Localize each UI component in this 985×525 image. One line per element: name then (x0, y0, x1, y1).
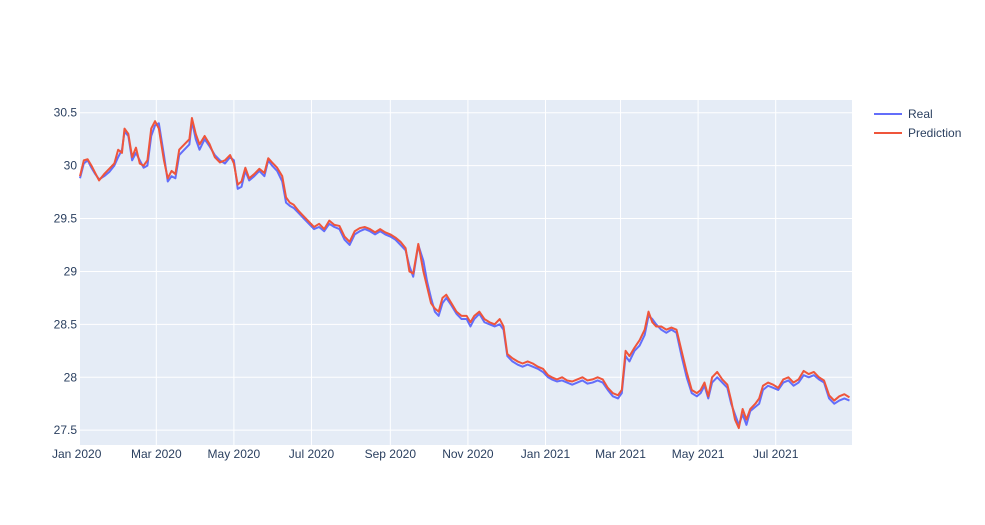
gridlines (80, 100, 852, 445)
x-tick-label: May 2020 (208, 447, 261, 461)
x-tick-label: Nov 2020 (442, 447, 494, 461)
y-tick-label: 29 (64, 264, 78, 278)
y-tick-label: 30.5 (54, 106, 78, 120)
y-tick-label: 27.5 (54, 423, 78, 437)
y-tick-label: 28 (64, 370, 78, 384)
x-tick-label: Jan 2020 (52, 447, 102, 461)
legend[interactable]: Real Prediction (874, 107, 961, 140)
x-tick-label: Jul 2021 (753, 447, 799, 461)
x-tick-label: Mar 2021 (595, 447, 646, 461)
x-tick-label: May 2021 (672, 447, 725, 461)
x-tick-label: Jul 2020 (289, 447, 335, 461)
x-axis-ticks: Jan 2020 Mar 2020 May 2020 Jul 2020 Sep 2020… (52, 447, 799, 461)
x-tick-label: Sep 2020 (365, 447, 417, 461)
y-axis-ticks: 27.5 28 28.5 29 29.5 30 30.5 (54, 106, 78, 437)
legend-label: Real (908, 107, 933, 121)
x-tick-label: Mar 2020 (131, 447, 182, 461)
legend-item-real[interactable]: Real (874, 107, 933, 121)
x-tick-label: Jan 2021 (521, 447, 571, 461)
series-line-prediction (79, 116, 850, 430)
plot-background (80, 100, 852, 445)
y-tick-label: 30 (64, 159, 78, 173)
y-tick-label: 28.5 (54, 317, 78, 331)
legend-label: Prediction (908, 126, 961, 140)
series-lines (79, 116, 850, 430)
legend-item-prediction[interactable]: Prediction (874, 126, 961, 140)
y-tick-label: 29.5 (54, 212, 78, 226)
